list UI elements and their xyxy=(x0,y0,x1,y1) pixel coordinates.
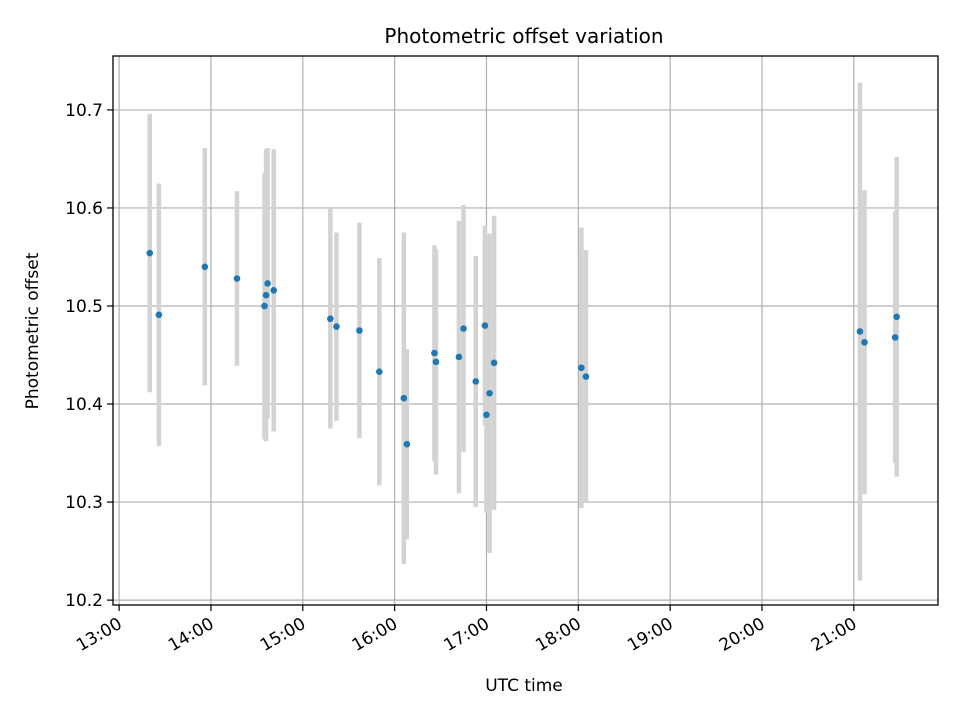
data-point xyxy=(261,302,268,310)
data-point xyxy=(146,249,154,257)
y-tick-label: 10.7 xyxy=(65,101,103,121)
y-tick-label: 10.6 xyxy=(65,199,103,219)
y-tick-label: 10.2 xyxy=(65,591,103,611)
data-point xyxy=(400,394,408,402)
x-tick-label: 20:00 xyxy=(716,614,768,656)
data-point xyxy=(891,334,899,341)
x-tick-label: 14:00 xyxy=(165,614,217,656)
y-tick-label: 10.4 xyxy=(65,395,103,415)
x-tick-label: 13:00 xyxy=(73,614,125,656)
x-axis-label: UTC time xyxy=(485,676,563,696)
x-tick-label: 19:00 xyxy=(624,614,676,656)
data-point xyxy=(432,358,440,366)
data-point xyxy=(893,313,900,321)
data-point xyxy=(455,353,463,361)
y-axis-ticks: 10.2 10.3 10.4 10.5 10.6 10.7 xyxy=(65,101,113,611)
data-point xyxy=(861,338,868,346)
data-point xyxy=(262,291,270,299)
x-tick-label: 18:00 xyxy=(532,614,584,656)
x-tick-label: 21:00 xyxy=(808,614,860,656)
x-axis-ticks: 13:00 14:00 15:00 16:00 17:00 18:00 19:00 20:00… xyxy=(73,605,860,656)
y-tick-label: 10.3 xyxy=(65,493,103,513)
errorbars xyxy=(147,82,899,581)
data-point xyxy=(356,327,363,334)
data-point xyxy=(486,389,493,397)
data-point xyxy=(155,311,163,319)
data-point xyxy=(431,349,438,357)
data-point xyxy=(472,378,480,385)
y-axis-label: Photometric offset xyxy=(23,252,43,409)
data-point xyxy=(201,263,209,271)
data-point xyxy=(481,322,489,329)
data-point xyxy=(264,280,271,287)
data-point xyxy=(327,315,334,323)
x-tick-label: 16:00 xyxy=(349,614,401,656)
y-tick-label: 10.5 xyxy=(65,297,103,317)
x-tick-label: 15:00 xyxy=(257,614,309,656)
data-point xyxy=(333,323,340,330)
chart-title: Photometric offset variation xyxy=(384,24,663,48)
data-point xyxy=(460,325,467,332)
data-point xyxy=(856,328,864,335)
x-tick-label: 17:00 xyxy=(441,614,493,656)
data-point xyxy=(270,287,278,294)
data-point xyxy=(403,440,411,448)
data-points xyxy=(146,249,900,448)
data-point xyxy=(233,275,241,282)
data-point xyxy=(582,373,590,380)
data-point xyxy=(376,368,383,375)
plot-frame xyxy=(112,55,939,606)
data-point xyxy=(483,411,490,419)
data-point xyxy=(490,359,498,367)
data-point xyxy=(578,364,585,372)
